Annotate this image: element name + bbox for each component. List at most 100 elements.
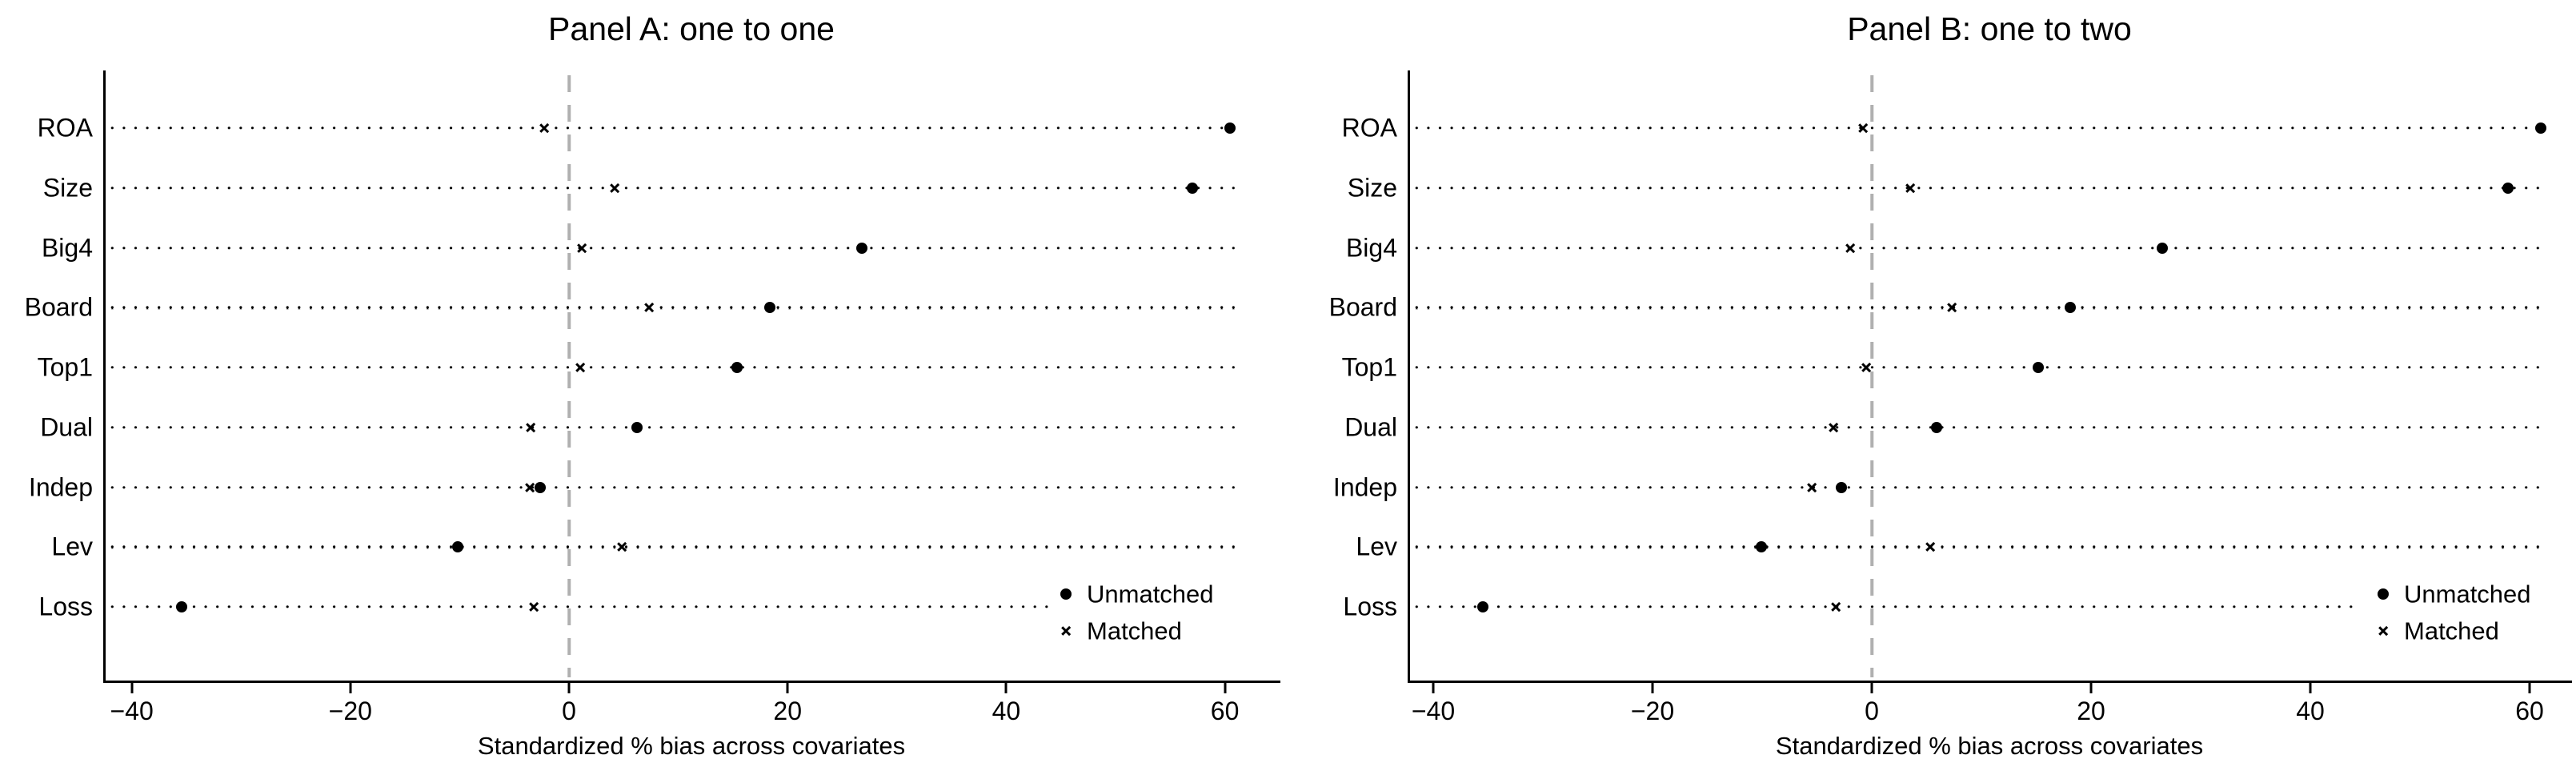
panel-a-matched-marker <box>610 183 619 193</box>
panel-a-x-tick-label: 40 <box>992 697 1021 725</box>
panel-b-matched-marker <box>1845 243 1855 253</box>
panel-b-matched-marker <box>1829 423 1838 432</box>
panel-b-grid-dotted-line <box>1411 187 2546 190</box>
panel-a-legend-matched-label: Matched <box>1087 616 1182 645</box>
panel-b-y-axis-label: Indep <box>1332 472 1397 501</box>
panel-b-grid-dotted-line <box>1411 605 2361 608</box>
panel-a-y-axis-label: ROA <box>37 113 93 143</box>
panel-a-grid-dotted-line <box>106 187 1242 190</box>
panel-a-grid-dotted-line <box>106 545 1242 548</box>
panel-b-unmatched-marker <box>2534 122 2546 134</box>
panel-a-x-tick-label: 0 <box>562 697 576 725</box>
panel-b-grid-dotted-line <box>1411 126 2546 130</box>
panel-a-y-axis-label: Loss <box>38 592 93 621</box>
panel-a-x-tick <box>130 683 134 693</box>
panel-a-grid-dotted-line <box>106 366 1242 369</box>
panel-b-y-axis-label: Top1 <box>1341 352 1397 382</box>
panel-b-unmatched-marker <box>1476 601 1488 612</box>
panel-b-x-tick <box>2528 683 2531 693</box>
panel-a-title: Panel A: one to one <box>548 10 835 47</box>
panel-b-x-tick-label: 0 <box>1865 697 1879 725</box>
panel-a-x-tick <box>1004 683 1008 693</box>
panel-b-y-axis-label: Loss <box>1343 592 1397 621</box>
panel-b-matched-marker <box>1947 303 1957 312</box>
panel-b-matched-marker <box>1905 183 1915 193</box>
panel-b-x-tick <box>1870 683 1873 693</box>
panel-b-unmatched-marker <box>1755 541 1767 553</box>
panel-b-legend-unmatched-label: Unmatched <box>2404 580 2531 608</box>
panel-b-x-axis-title: Standardized % bias across covariates <box>1775 732 2204 760</box>
panel-b-x-axis-line <box>1407 681 2572 683</box>
panel-a-x-tick-label: −40 <box>110 697 154 725</box>
panel-b-x-tick <box>1432 683 1435 693</box>
panel-b-y-axis-label: Dual <box>1344 412 1397 442</box>
panel-a-y-axis-label: Top1 <box>37 352 93 382</box>
panel-a-x-tick-label: 20 <box>773 697 802 725</box>
panel-a-x-tick <box>349 683 352 693</box>
panel-b-x-tick <box>2089 683 2093 693</box>
panel-b-unmatched-marker <box>2064 302 2076 314</box>
panel-a-x-axis-title: Standardized % bias across covariates <box>477 732 906 760</box>
panel-a-matched-marker <box>539 123 549 133</box>
panel-b-grid-dotted-line <box>1411 545 2546 548</box>
panel-a-grid-dotted-line <box>106 485 1242 489</box>
panel-a-matched-marker <box>617 542 627 552</box>
panel-a-unmatched-marker <box>631 421 643 433</box>
panel-a-grid-dotted-line <box>106 605 1048 608</box>
panel-b-grid-dotted-line <box>1411 485 2546 489</box>
panel-a-legend-unmatched-label: Unmatched <box>1087 580 1214 608</box>
panel-b-grid-dotted-line <box>1411 426 2546 429</box>
panel-b-y-axis-label: Lev <box>1356 532 1397 561</box>
panel-a-x-tick-label: 60 <box>1210 697 1240 725</box>
panel-b-x-tick-label: −40 <box>1411 697 1456 725</box>
panel-a-grid-dotted-line <box>106 306 1242 309</box>
panel-b-matched-marker <box>1858 123 1868 133</box>
panel-b-y-axis-label: ROA <box>1341 113 1397 143</box>
panel-a-unmatched-marker <box>535 481 547 493</box>
panel-a-unmatched-marker <box>176 601 188 612</box>
panel-b-x-tick <box>1651 683 1654 693</box>
panel-a-unmatched-marker <box>764 302 776 314</box>
panel-a-x-tick <box>567 683 571 693</box>
panel-a-x-axis-line <box>102 681 1280 683</box>
panel-b-matched-marker <box>1807 483 1817 492</box>
panel-b-y-axis-label: Size <box>1347 173 1397 203</box>
panel-a-unmatched-marker <box>856 242 868 254</box>
panel-b-legend-matched-marker-icon <box>2378 626 2388 636</box>
panel-a-y-axis-label: Size <box>42 173 93 203</box>
panel-a-grid-dotted-line <box>106 426 1242 429</box>
panel-b-x-tick-label: 20 <box>2077 697 2105 725</box>
panel-a-matched-marker <box>577 243 587 253</box>
panel-b-unmatched-marker <box>1930 421 1942 433</box>
panel-a-x-tick-label: −20 <box>328 697 372 725</box>
panel-b-legend-unmatched-marker-icon <box>2378 588 2389 600</box>
panel-b-title: Panel B: one to two <box>1847 10 2132 47</box>
panel-a-x-tick <box>786 683 789 693</box>
panel-a-matched-marker <box>575 363 585 372</box>
panel-a-matched-marker <box>525 483 535 492</box>
panel-a-legend-unmatched-marker-icon <box>1060 588 1072 600</box>
panel-b-x-tick-label: −20 <box>1630 697 1675 725</box>
panel-a-x-tick <box>1224 683 1227 693</box>
panel-a-y-axis-label: Indep <box>28 472 93 501</box>
panel-b-x-tick-label: 40 <box>2296 697 2325 725</box>
panel-b-unmatched-marker <box>2502 182 2514 194</box>
panel-b-x-tick-label: 60 <box>2515 697 2544 725</box>
panel-b-matched-marker <box>1861 363 1871 372</box>
panel-a-y-axis-label: Lev <box>51 532 93 561</box>
panel-b-zero-reference-line <box>1870 75 1873 677</box>
panel-b-unmatched-marker <box>2157 242 2169 254</box>
panel-b-legend-matched-label: Matched <box>2404 616 2499 645</box>
panel-a-grid-dotted-line <box>106 126 1242 130</box>
panel-a-legend-matched-marker-icon <box>1061 626 1071 636</box>
panel-b-matched-marker <box>1925 542 1935 552</box>
panel-b-grid-dotted-line <box>1411 366 2546 369</box>
panel-a-y-axis-label: Board <box>24 292 93 322</box>
panel-b-grid-dotted-line <box>1411 246 2546 250</box>
panel-b-y-axis-line <box>1407 70 1410 683</box>
panel-a-unmatched-marker <box>451 541 463 553</box>
panel-a-zero-reference-line <box>567 75 571 677</box>
panel-a-matched-marker <box>529 602 539 612</box>
panel-b-grid-dotted-line <box>1411 306 2546 309</box>
